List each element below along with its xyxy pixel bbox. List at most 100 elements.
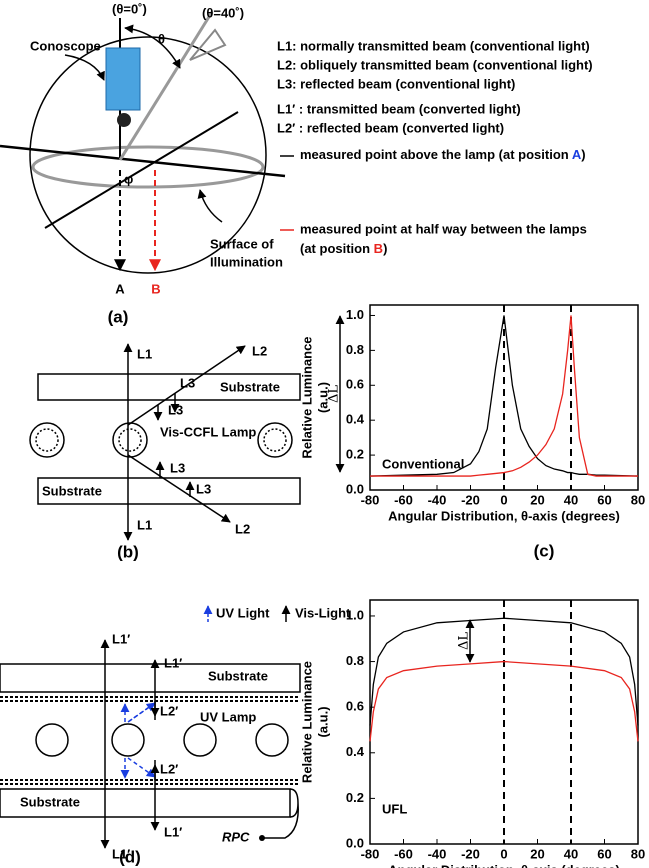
- x-tick-label: -80: [361, 492, 380, 507]
- conoscope-body: [105, 47, 141, 111]
- beam-label: L2: [252, 343, 267, 358]
- x-tick-label: 0: [500, 492, 507, 507]
- legend-text: L1′ : transmitted beam (converted light): [277, 101, 521, 116]
- substrate-label: Substrate: [208, 668, 268, 683]
- beam-label: L2′: [160, 761, 178, 776]
- point-a: A: [115, 281, 125, 296]
- rpc-dot: [259, 835, 265, 841]
- y-tick-label: 1.0: [346, 307, 364, 322]
- y-axis-label: (a.u.): [315, 382, 330, 413]
- theta-zero: (θ=0˚): [112, 1, 147, 16]
- substrate-label: Substrate: [42, 483, 102, 498]
- x-tick-label: 60: [597, 846, 611, 861]
- substrate: [0, 788, 291, 818]
- beam-label: L1′: [112, 631, 130, 646]
- y-tick-label: 0.8: [346, 653, 364, 668]
- y-tick-label: 0.2: [346, 790, 364, 805]
- x-tick-label: -40: [428, 492, 447, 507]
- data-line: [370, 315, 638, 477]
- legend-part: ): [383, 241, 387, 256]
- x-tick-label: 20: [530, 492, 544, 507]
- x-tick-label: 20: [530, 846, 544, 861]
- legend-part: A: [572, 147, 582, 162]
- annotation: ΔL: [327, 385, 342, 403]
- x-tick-label: 40: [564, 492, 578, 507]
- panel-b: L1 L1 L2 L2 L3 L3 L3 L3 Substrate Substr…: [29, 343, 301, 561]
- panel-label: (b): [117, 542, 139, 561]
- legend-text: (at position B): [300, 241, 387, 256]
- x-tick-label: 80: [631, 492, 645, 507]
- y-tick-label: 0.0: [346, 835, 364, 850]
- lamps: [29, 422, 293, 458]
- panel-label: (a): [108, 307, 129, 326]
- uv-rays: [120, 702, 156, 779]
- lamps: [35, 723, 289, 757]
- x-tick-label: -40: [428, 846, 447, 861]
- legend-part: measured point above the lamp (at positi…: [300, 147, 572, 162]
- panel-label: (c): [534, 541, 555, 560]
- beam-label: L2′: [160, 703, 178, 718]
- conoscope-label: Conoscope: [30, 38, 101, 53]
- y-axis-label: Relative Luminance: [299, 336, 314, 458]
- y-tick-label: 0.2: [346, 447, 364, 462]
- lamp-label: UV Lamp: [200, 709, 256, 724]
- legend-text: measured point above the lamp (at positi…: [300, 147, 586, 162]
- beam-label: L3: [196, 481, 211, 496]
- legend-part: ): [581, 147, 585, 162]
- axis-line: [0, 144, 286, 178]
- legend-text: L2: obliquely transmitted beam (conventi…: [277, 57, 593, 72]
- x-tick-label: 0: [500, 846, 507, 861]
- beam-label: L1: [137, 346, 152, 361]
- legend-part: B: [374, 241, 383, 256]
- theta-arc: [124, 24, 181, 69]
- substrate: [37, 477, 301, 505]
- conoscope-lens: [117, 113, 131, 127]
- conoscope-pointer: [64, 54, 105, 81]
- beam-label: L1′: [164, 824, 182, 839]
- substrate: [0, 663, 301, 693]
- x-tick-label: -60: [394, 846, 413, 861]
- y-tick-label: 0.8: [346, 342, 364, 357]
- beam: [127, 454, 231, 523]
- y-tick-label: 0.4: [346, 412, 365, 427]
- surface-label: Illumination: [210, 254, 283, 269]
- lamp-label: Vis-CCFL Lamp: [160, 424, 256, 439]
- substrate: [37, 373, 301, 401]
- panel-a: (θ=0˚) (θ=40˚) θ Conoscope φ Surface of …: [0, 1, 286, 326]
- substrate-label: Substrate: [20, 794, 80, 809]
- y-tick-label: 0.6: [346, 377, 364, 392]
- beam-label: L3: [170, 460, 185, 475]
- y-tick-label: 0.6: [346, 699, 364, 714]
- y-tick-label: 0.0: [346, 481, 364, 496]
- panel-label: (d): [119, 847, 141, 866]
- beam-label: L3: [168, 402, 183, 417]
- beam-line: [44, 111, 239, 229]
- theta: θ: [158, 31, 165, 46]
- data-line: [369, 617, 639, 726]
- annotation: UFL: [382, 801, 407, 816]
- legend-text: L2′ : reflected beam (converted light): [277, 120, 504, 135]
- panel-d: UV Light Vis-Light L1′ L1′ L2′ L2′ L1′ L…: [0, 605, 351, 866]
- y-axis-label: (a.u.): [315, 706, 330, 737]
- x-tick-label: 80: [631, 846, 645, 861]
- data-line: [369, 315, 639, 477]
- phi: φ: [124, 171, 133, 186]
- substrate-label: Substrate: [220, 379, 280, 394]
- x-axis-label: Angular Distribution, θ-axis (degrees): [388, 508, 620, 523]
- cone: [189, 28, 227, 61]
- illumination-plane: [31, 145, 265, 189]
- legend-text: L1: normally transmitted beam (conventio…: [277, 38, 590, 53]
- y-tick-label: 1.0: [346, 607, 364, 622]
- x-tick-label: 40: [564, 846, 578, 861]
- annotation: Conventional: [382, 456, 464, 471]
- beam-label: L1′: [164, 655, 182, 670]
- legend: L1: normally transmitted beam (conventio…: [277, 38, 593, 256]
- beam-label: L2: [235, 521, 250, 536]
- legend-part: (at position: [300, 241, 374, 256]
- x-tick-label: -20: [461, 846, 480, 861]
- beam-label: L3: [180, 375, 195, 390]
- key-label: Vis-Light: [295, 605, 351, 620]
- beam-label: L1: [137, 517, 152, 532]
